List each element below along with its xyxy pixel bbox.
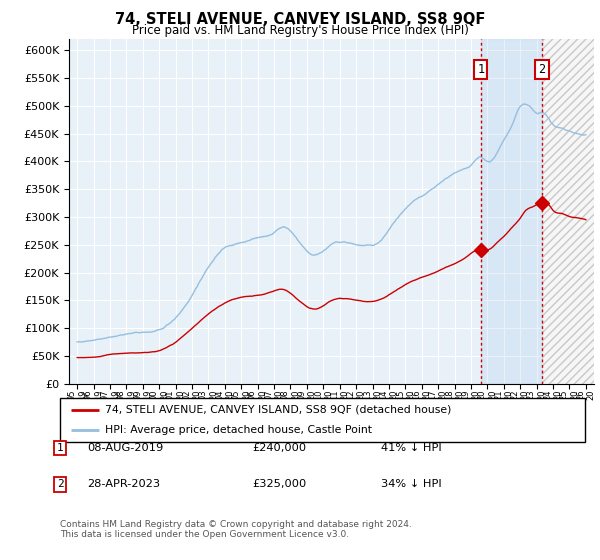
Text: £325,000: £325,000 [252,479,306,489]
Bar [542,39,594,384]
Bar [542,39,594,384]
Text: HPI: Average price, detached house, Castle Point: HPI: Average price, detached house, Cast… [104,425,371,435]
Text: 2: 2 [538,63,545,76]
Text: 08-AUG-2019: 08-AUG-2019 [87,443,163,453]
Text: 74, STELI AVENUE, CANVEY ISLAND, SS8 9QF: 74, STELI AVENUE, CANVEY ISLAND, SS8 9QF [115,12,485,27]
Text: 2: 2 [56,479,64,489]
Text: 1: 1 [477,63,484,76]
Text: Price paid vs. HM Land Registry's House Price Index (HPI): Price paid vs. HM Land Registry's House … [131,24,469,37]
Text: 28-APR-2023: 28-APR-2023 [87,479,160,489]
Text: 34% ↓ HPI: 34% ↓ HPI [381,479,442,489]
Bar [481,39,542,384]
Text: 74, STELI AVENUE, CANVEY ISLAND, SS8 9QF (detached house): 74, STELI AVENUE, CANVEY ISLAND, SS8 9QF… [104,405,451,415]
FancyBboxPatch shape [60,398,585,442]
Text: Contains HM Land Registry data © Crown copyright and database right 2024.
This d: Contains HM Land Registry data © Crown c… [60,520,412,539]
Text: 1: 1 [56,443,64,453]
Text: £240,000: £240,000 [252,443,306,453]
Text: 41% ↓ HPI: 41% ↓ HPI [381,443,442,453]
